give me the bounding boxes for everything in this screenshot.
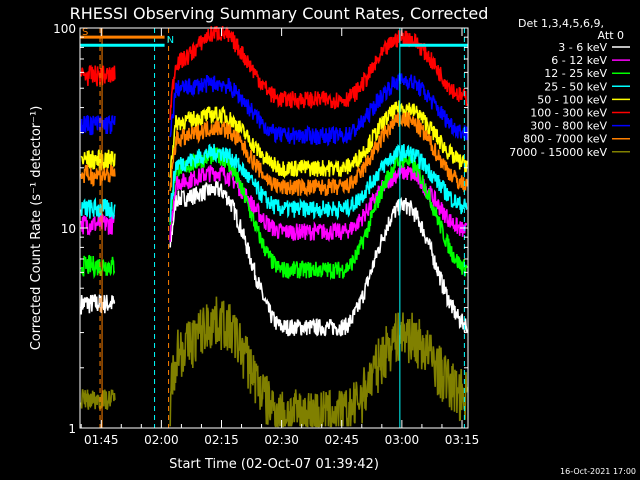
x-tick-label-2: 02:15 — [204, 433, 239, 447]
legend-header-line1: Det 1,3,4,5,6,9, — [518, 17, 604, 30]
series-line-2-0 — [80, 254, 116, 280]
legend-label-4: 50 - 100 keV — [537, 93, 607, 106]
legend-label-5: 100 - 300 keV — [530, 107, 607, 120]
y-tick-label-1: 10 — [61, 222, 76, 236]
x-axis-label: Start Time (02-Oct-07 01:39:42) — [169, 457, 379, 472]
x-tick-label-1: 02:00 — [144, 433, 179, 447]
series-line-7-0 — [80, 164, 116, 187]
x-tick-label-6: 03:15 — [445, 433, 480, 447]
legend-label-1: 6 - 12 keV — [551, 54, 607, 67]
x-tick-label-4: 02:45 — [324, 433, 359, 447]
series-line-6-0 — [80, 115, 116, 136]
series-line-8-0 — [80, 389, 116, 412]
x-tick-label-3: 02:30 — [264, 433, 299, 447]
series-line-8-1 — [169, 296, 468, 429]
series-line-1-0 — [80, 211, 116, 236]
series-0 — [80, 180, 468, 337]
legend-label-7: 800 - 7000 keV — [523, 133, 607, 146]
footer-date: 16-Oct-2021 17:00 — [560, 467, 636, 476]
series-3 — [80, 143, 468, 222]
series-layer — [80, 25, 468, 429]
legend-label-0: 3 - 6 keV — [558, 41, 607, 54]
y-tick-label-0: 1 — [68, 422, 76, 436]
series-5 — [80, 25, 468, 120]
series-7 — [80, 112, 468, 198]
series-line-0-0 — [80, 294, 116, 315]
x-tick-label-0: 01:45 — [84, 433, 119, 447]
chart-title: RHESSI Observing Summary Count Rates, Co… — [70, 4, 489, 23]
state-bar-label-1: N — [167, 35, 174, 46]
series-line-5-1 — [169, 25, 468, 120]
series-line-6-1 — [169, 72, 468, 147]
axis-layer: 01:45 02:00 02:15 02:30 02:45 03:00 03:15 1 10 10… — [53, 22, 479, 447]
series-line-3-1 — [169, 143, 468, 222]
series-line-3-0 — [80, 197, 116, 219]
legend-label-6: 300 - 800 keV — [530, 120, 607, 133]
y-axis-label: Corrected Count Rate (s⁻¹ detector⁻¹) — [29, 106, 44, 351]
series-4 — [80, 100, 468, 179]
x-tick-label-5: 03:00 — [385, 433, 420, 447]
series-line-7-1 — [169, 112, 468, 198]
series-8 — [80, 296, 468, 429]
legend-label-3: 25 - 50 keV — [544, 80, 607, 93]
legend-label-8: 7000 - 15000 keV — [509, 146, 607, 159]
y-tick-label-2: 100 — [53, 22, 76, 36]
series-line-4-1 — [169, 100, 468, 179]
legend-header-line2: Att 0 — [598, 29, 624, 42]
series-6 — [80, 72, 468, 147]
series-line-5-0 — [80, 64, 116, 87]
series-line-0-1 — [169, 180, 468, 337]
state-bar-label-0: S — [82, 27, 88, 38]
legend-label-2: 12 - 25 keV — [544, 67, 607, 80]
series-line-4-0 — [80, 149, 116, 171]
